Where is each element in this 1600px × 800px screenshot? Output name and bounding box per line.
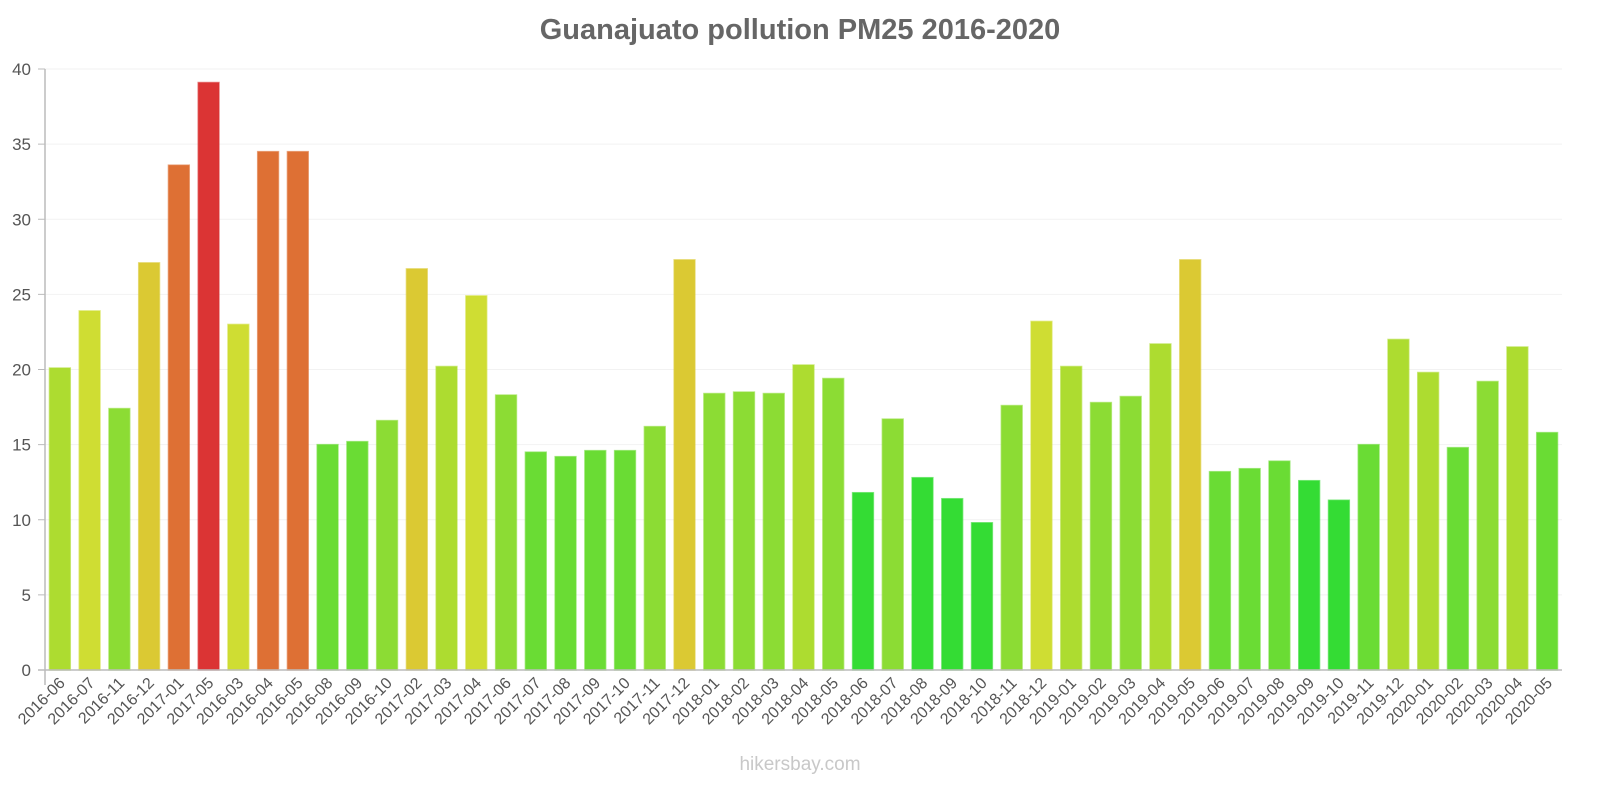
bar-2019-06 <box>1208 470 1232 671</box>
bar-2018-01 <box>703 392 726 671</box>
y-tick-label: 35 <box>12 135 31 154</box>
bar-2020-04 <box>1506 346 1529 671</box>
bar-2018-05 <box>822 377 845 671</box>
bars <box>48 81 1559 671</box>
bar-2020-01 <box>1416 371 1440 671</box>
bar-2017-12 <box>673 259 696 671</box>
x-axis-ticks: 2016-062016-072016-112016-122017-012017-… <box>15 675 1556 729</box>
bar-2016-09 <box>346 440 369 671</box>
chart-title: Guanajuato pollution PM25 2016-2020 <box>539 14 1061 46</box>
bar-2019-08 <box>1268 460 1291 671</box>
bar-2019-04 <box>1149 343 1172 671</box>
bar-2016-05 <box>286 150 309 671</box>
bar-2017-09 <box>584 449 607 671</box>
bar-2017-11 <box>643 425 666 671</box>
bar-2019-02 <box>1089 401 1113 671</box>
bar-2017-06 <box>494 394 518 671</box>
y-tick-label: 0 <box>22 661 31 680</box>
bar-2018-12 <box>1030 320 1053 671</box>
bar-2019-01 <box>1060 365 1083 671</box>
bar-2019-10 <box>1327 499 1351 671</box>
bar-2017-10 <box>613 449 637 671</box>
bar-2017-08 <box>554 455 577 671</box>
y-tick-label: 25 <box>12 285 31 304</box>
y-tick-label: 40 <box>12 60 31 79</box>
watermark: hikersbay.com <box>739 754 861 775</box>
bar-2018-02 <box>732 391 756 671</box>
bar-2019-07 <box>1238 467 1261 671</box>
bar-2017-01 <box>167 164 191 671</box>
bar-2018-06 <box>851 491 875 671</box>
bar-2016-11 <box>108 407 131 671</box>
bar-2016-04 <box>256 150 280 671</box>
bar-2016-06 <box>48 367 72 671</box>
bar-2019-12 <box>1387 338 1410 671</box>
bar-2018-03 <box>762 392 785 671</box>
bar-2016-10 <box>375 419 399 671</box>
bar-2020-02 <box>1446 446 1470 671</box>
y-tick-label: 30 <box>12 210 31 229</box>
bar-2016-03 <box>227 323 250 671</box>
bar-2019-05 <box>1179 259 1202 671</box>
bar-2020-03 <box>1476 380 1499 671</box>
bar-2018-11 <box>1000 404 1023 671</box>
bar-2017-05 <box>197 81 220 671</box>
bar-2017-03 <box>435 365 458 671</box>
y-tick-label: 15 <box>12 436 31 455</box>
bar-2016-12 <box>137 262 161 671</box>
bar-2020-05 <box>1535 431 1559 671</box>
bar-2018-07 <box>881 418 904 671</box>
bar-2018-10 <box>970 522 994 671</box>
y-tick-label: 10 <box>12 511 31 530</box>
bar-2018-09 <box>941 497 964 671</box>
bar-2017-02 <box>405 268 428 671</box>
bar-2017-04 <box>465 295 488 671</box>
bar-2018-04 <box>792 364 815 671</box>
y-axis-ticks: 0 5 10 15 20 25 30 35 40 <box>12 60 45 680</box>
bar-2019-11 <box>1357 443 1380 671</box>
bar-2016-08 <box>316 443 339 671</box>
bar-2017-07 <box>524 451 547 671</box>
bar-2019-03 <box>1119 395 1142 671</box>
y-tick-label: 5 <box>22 586 31 605</box>
bar-2018-08 <box>911 476 934 671</box>
bar-2016-07 <box>78 310 101 671</box>
bar-2019-09 <box>1298 479 1321 671</box>
y-tick-label: 20 <box>12 361 31 380</box>
